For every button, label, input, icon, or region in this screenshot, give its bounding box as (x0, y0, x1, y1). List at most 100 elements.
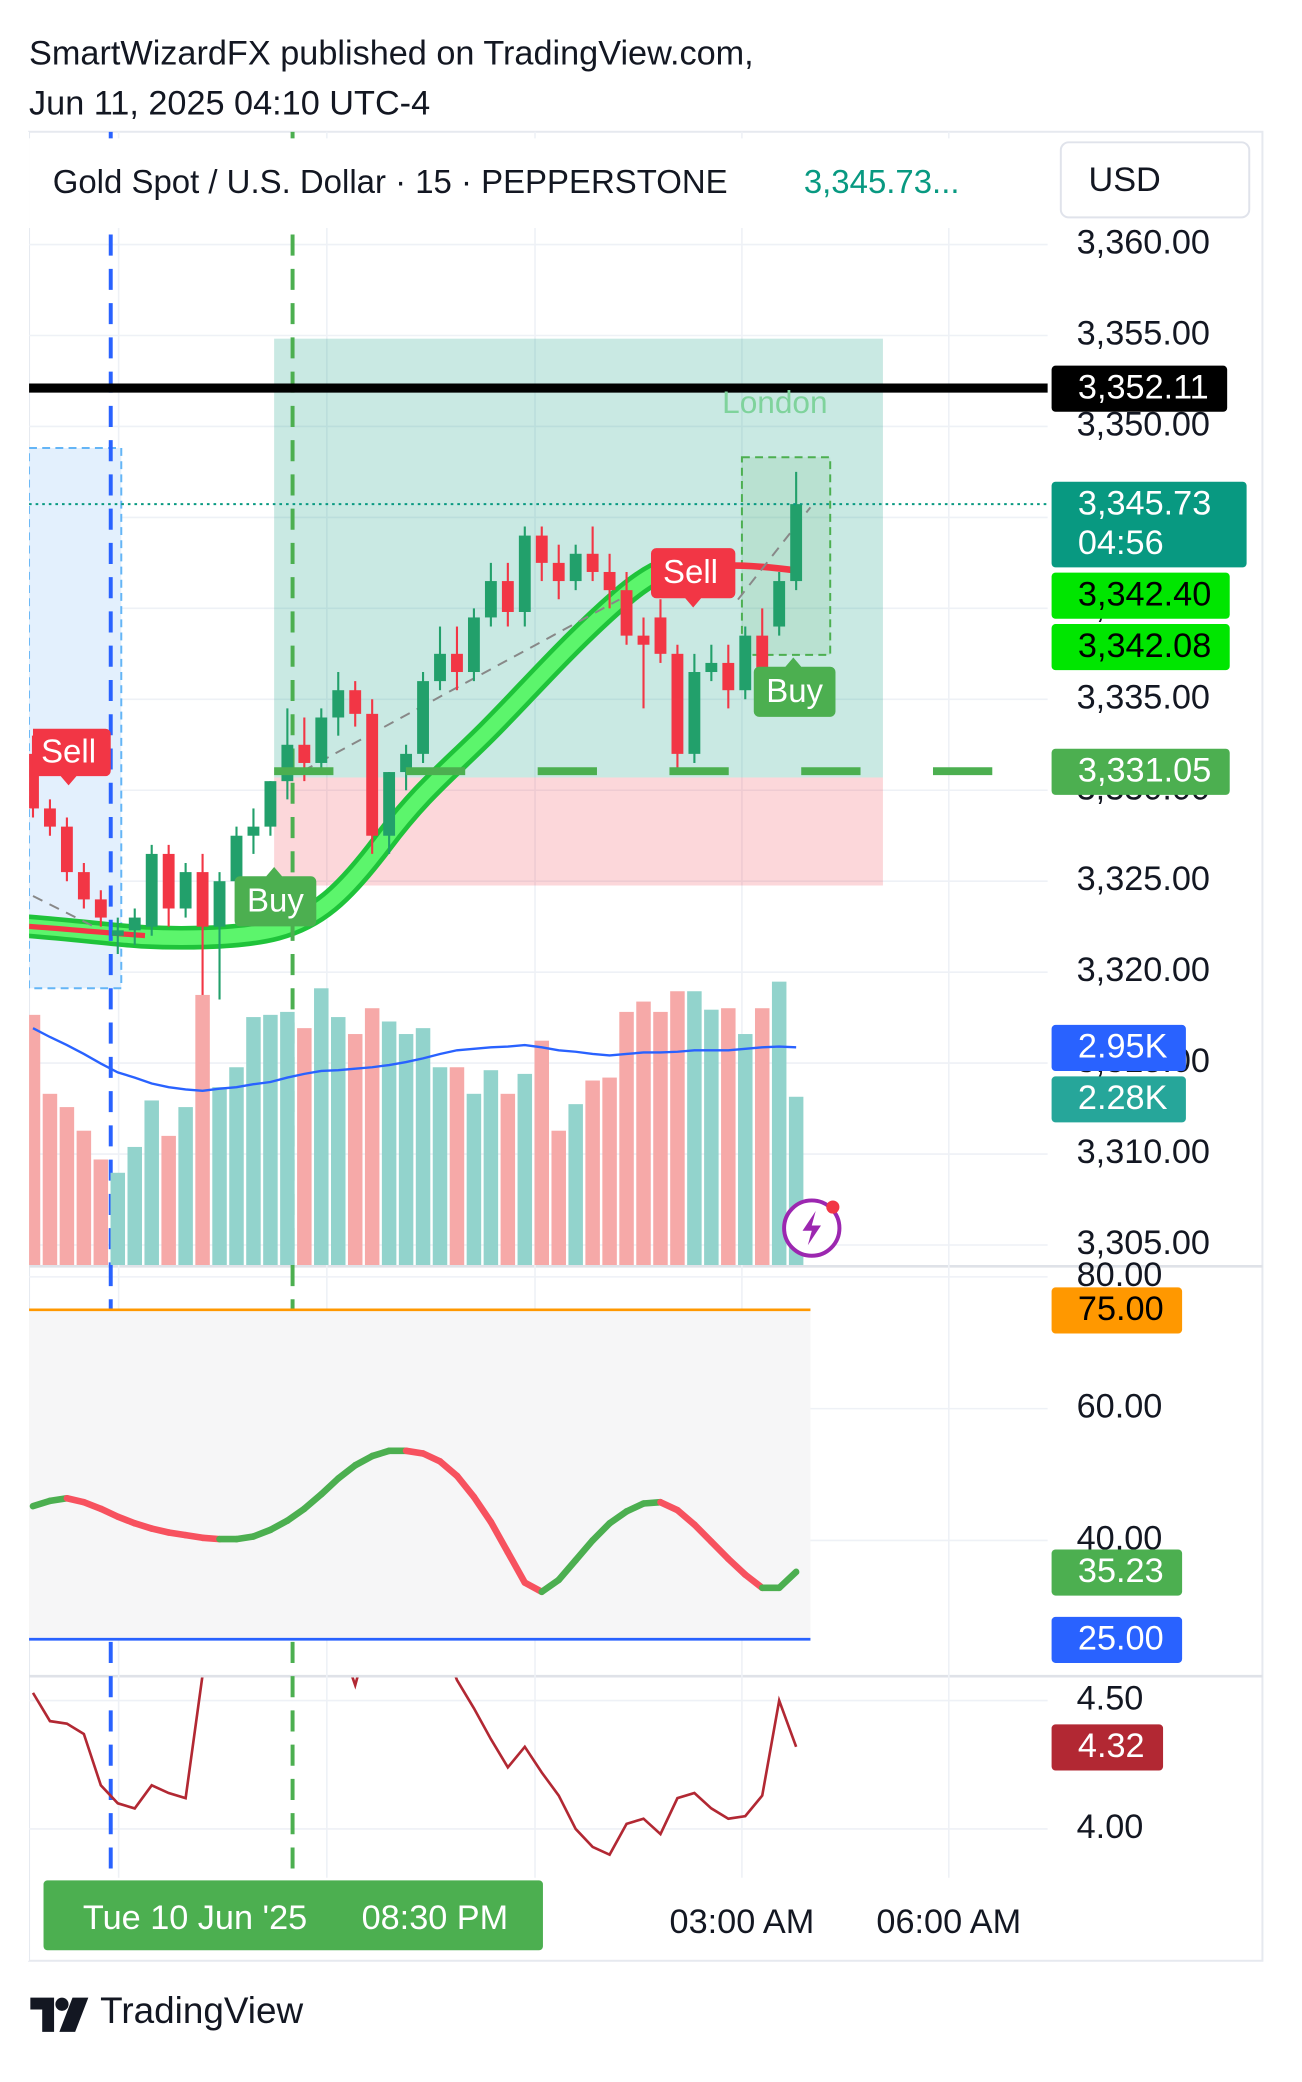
signal-text: Buy (766, 672, 823, 709)
y-tick-label: 3,355.00 (1077, 315, 1210, 353)
candle-body (790, 504, 803, 582)
volume-bar (263, 1014, 278, 1266)
candle-body (484, 581, 497, 618)
pane-marks (29, 1447, 800, 1596)
volume-bar (398, 1034, 414, 1266)
price-badge-label: 3,331.05 (1078, 752, 1211, 790)
volume-bar (297, 1028, 312, 1266)
candle-body (434, 653, 446, 682)
volume-bar (754, 1008, 770, 1266)
candle-body (552, 562, 565, 582)
candle-body (60, 826, 73, 873)
marks (29, 383, 1048, 1857)
logo: TradingView (30, 1990, 303, 2032)
signal-tag (32, 728, 111, 786)
price-badge-label: 35.23 (1078, 1552, 1164, 1590)
pane-marks (31, 1677, 798, 1857)
candle-body (349, 690, 362, 714)
candle-body (620, 590, 633, 636)
candle-body (705, 662, 718, 673)
price-badge (1051, 1287, 1183, 1334)
candle-body (637, 635, 650, 645)
price-badge (1051, 748, 1230, 795)
volume-bar (246, 1017, 261, 1266)
oscillator-segment (317, 1475, 342, 1498)
currency: USD (1088, 161, 1160, 199)
candle-body (44, 808, 56, 827)
drawings (29, 131, 883, 1266)
margin (0, 131, 30, 1961)
candle-body (179, 872, 192, 909)
y-tick-label: 3,320.00 (1077, 951, 1210, 989)
y-tick-label: 3,360.00 (1077, 224, 1210, 262)
candle-body (688, 672, 701, 754)
price-badge (1051, 572, 1230, 619)
volume-bar (76, 1130, 92, 1266)
candle-body (281, 744, 294, 782)
y-tick-label: 3,335.00 (1077, 678, 1210, 716)
volume-bar (687, 991, 702, 1266)
volume-bar (568, 1104, 583, 1266)
oscillator-segment (334, 1462, 359, 1482)
oscillator-segment (725, 1555, 749, 1578)
pane-marks (29, 981, 804, 1266)
volume-bar (449, 1067, 465, 1266)
legend-bg (29, 138, 1044, 228)
candle-body (417, 681, 429, 754)
crosshair-time: 08:30 PM (362, 1899, 509, 1937)
candle-body (213, 881, 226, 927)
candle-body (315, 717, 328, 763)
volume-bar (619, 1011, 634, 1266)
volume-bar (347, 1034, 363, 1266)
candle-body (247, 826, 260, 836)
price-badge-label: 25.00 (1078, 1620, 1164, 1658)
price-badge-label: 3,345.73 (1078, 484, 1211, 522)
y-tick-label: 60.00 (1077, 1388, 1163, 1426)
volume-bar (144, 1100, 159, 1266)
candle-body (654, 617, 667, 654)
volume-bar (500, 1093, 516, 1266)
oscillator-segment (775, 1568, 800, 1592)
y-tick-label: 3,350.00 (1077, 405, 1210, 443)
oscillator-segment (538, 1576, 563, 1596)
publish-date: Jun 11, 2025 04:10 UTC-4 (29, 84, 430, 122)
oscillator-segment (691, 1521, 715, 1546)
x-tick-label: 03:00 AM (670, 1903, 815, 1941)
volume-bar (670, 991, 685, 1266)
y-tick-label: 4.00 (1077, 1808, 1144, 1846)
oscillator-segment (572, 1537, 596, 1564)
candle-body (162, 853, 175, 909)
volume-bar (29, 1014, 41, 1266)
price-badge-label: 3,342.40 (1078, 575, 1211, 613)
volume-bar (229, 1067, 244, 1266)
candle-body (756, 635, 769, 673)
oscillator-segment (589, 1519, 613, 1544)
candle-body (128, 917, 141, 931)
price-badge (1051, 624, 1230, 671)
volume-bar (212, 1087, 227, 1266)
volume-bar (110, 1172, 126, 1266)
candle-body (383, 772, 396, 836)
y-tick-label: 3,310.00 (1077, 1133, 1210, 1171)
signal-tag (651, 548, 736, 608)
signal-text: Sell (663, 553, 718, 590)
x-tick-label: 06:00 AM (876, 1903, 1021, 1941)
volume-bar (771, 981, 787, 1266)
price-badge (1051, 481, 1247, 568)
oscillator-segment (453, 1472, 478, 1501)
candle-body (467, 617, 480, 673)
currency-button[interactable] (1059, 141, 1251, 219)
volume-bar (483, 1070, 499, 1266)
volume-bar (42, 1093, 58, 1266)
candle-body (773, 581, 786, 627)
volume-bar (280, 1011, 295, 1266)
price-badge (1051, 1724, 1164, 1771)
signal-text: Buy (247, 881, 304, 918)
volume-bar (738, 1034, 753, 1266)
logo-mark (55, 1997, 69, 2011)
crosshair-date: Tue 10 Jun '25 (83, 1899, 307, 1937)
brand: TradingView (100, 1990, 303, 2031)
